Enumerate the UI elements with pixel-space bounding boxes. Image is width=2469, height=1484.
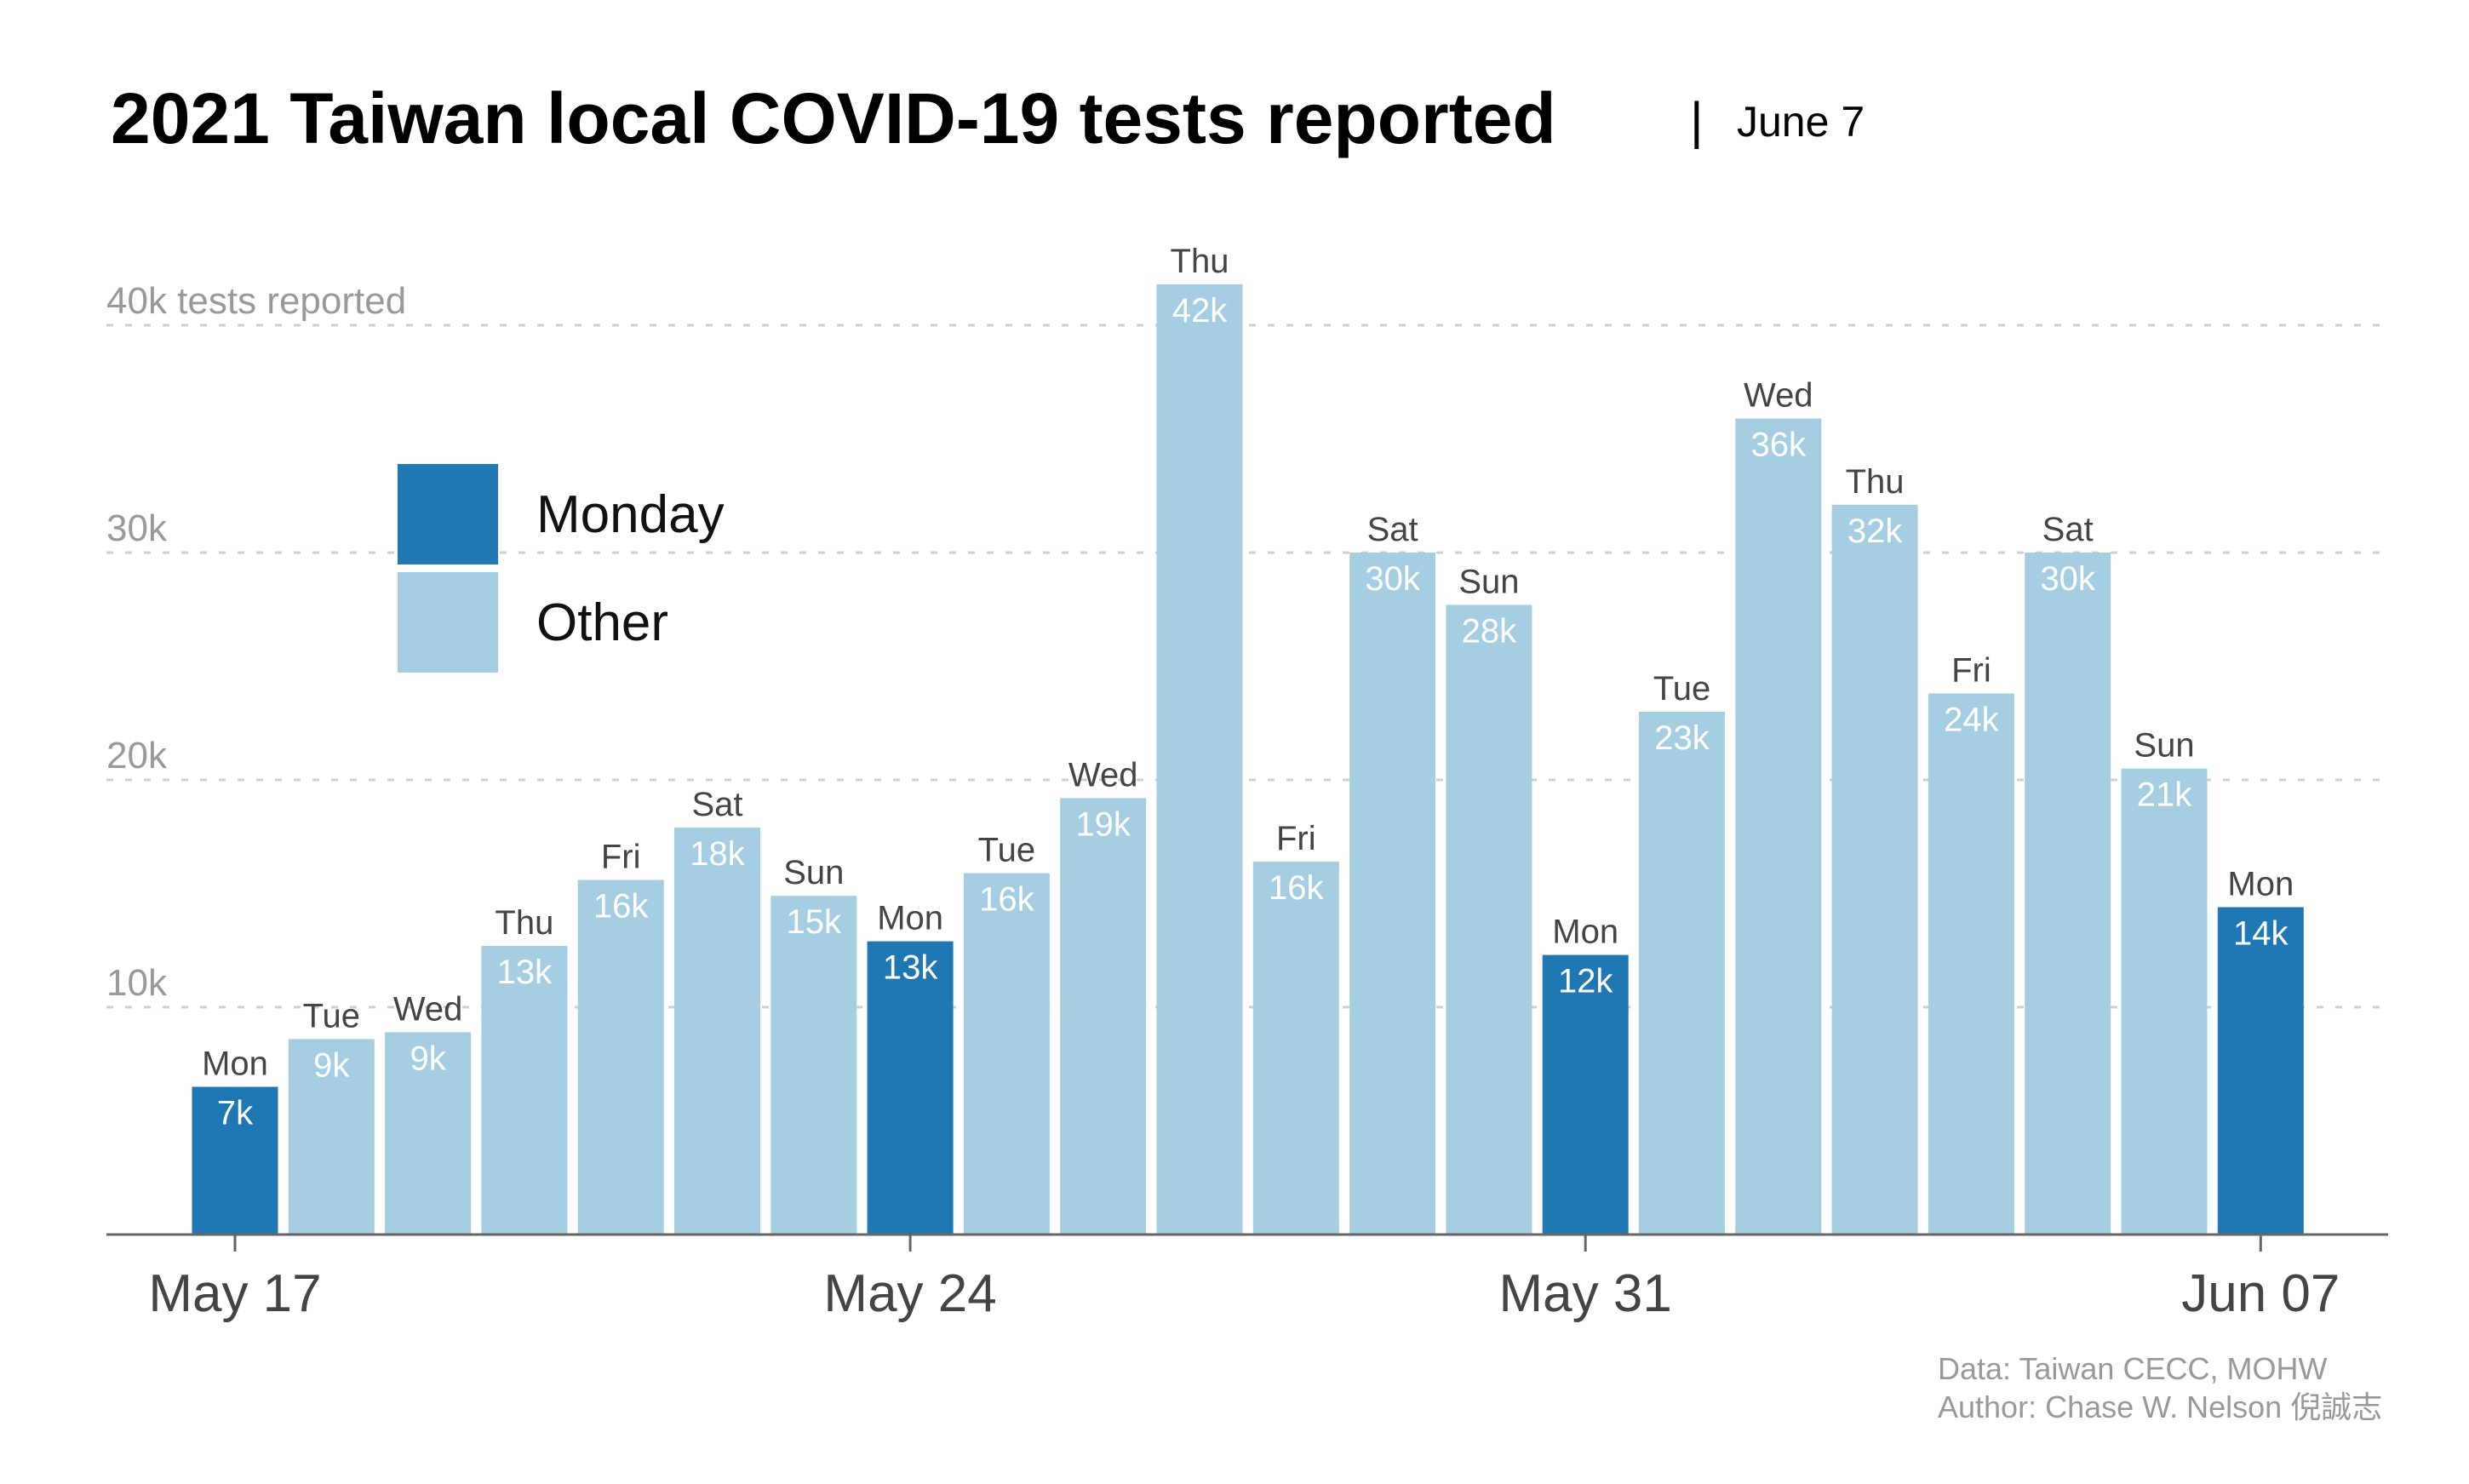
bar	[674, 828, 760, 1235]
bar-day-label: Mon	[1552, 914, 1618, 951]
x-tick-label: May 17	[148, 1264, 321, 1323]
bar	[1446, 604, 1532, 1235]
bar-value-label: 13k	[883, 949, 938, 987]
bar-day-label: Sun	[2134, 727, 2194, 765]
bar-day-label: Wed	[1744, 377, 1813, 415]
bar	[385, 1032, 472, 1235]
bar-value-label: 30k	[2040, 560, 2095, 598]
bar-value-label: 18k	[690, 835, 745, 873]
x-tick-label: May 24	[823, 1264, 996, 1323]
bar	[1542, 954, 1629, 1235]
bar-day-label: Sat	[1367, 511, 1418, 548]
bar	[1349, 553, 1436, 1235]
bar-day-label: Sun	[1458, 563, 1519, 600]
bar-value-label: 30k	[1365, 560, 1420, 598]
bar-value-label: 7k	[217, 1095, 254, 1132]
bar-value-label: 9k	[313, 1046, 350, 1084]
bar	[1831, 504, 1918, 1235]
y-tick-label: 10k	[106, 962, 168, 1004]
bar	[481, 945, 568, 1235]
bar-day-label: Thu	[1846, 463, 1905, 501]
bar	[288, 1039, 375, 1235]
x-axis-ticks: May 17 May 24 May 31 Jun 07	[148, 1235, 2340, 1323]
bar	[770, 896, 857, 1235]
bar	[963, 873, 1050, 1235]
bar-value-label: 14k	[2233, 915, 2289, 953]
x-tick-label: May 31	[1499, 1264, 1672, 1323]
x-tick-label: Jun 07	[2181, 1264, 2340, 1323]
bar-value-label: 16k	[979, 881, 1034, 919]
bar	[1060, 798, 1147, 1235]
y-tick-label: 20k	[106, 735, 168, 776]
bar-value-label: 19k	[1075, 805, 1131, 843]
legend-label-other: Other	[536, 593, 668, 652]
bar-value-label: 21k	[2137, 776, 2192, 814]
bar-day-label: Fri	[1276, 820, 1316, 857]
y-tick-label: 30k	[106, 507, 168, 549]
bar	[1639, 711, 1725, 1235]
bar-value-label: 28k	[1462, 612, 1517, 650]
bar-value-label: 12k	[1558, 963, 1613, 1000]
bar-value-label: 42k	[1172, 292, 1228, 329]
bar-day-label: Mon	[877, 900, 943, 937]
source-text: Data: Taiwan CECC, MOHW	[1938, 1351, 2327, 1386]
bar-day-label: Thu	[1171, 243, 1229, 280]
bar-day-label: Fri	[601, 839, 641, 876]
bar-day-label: Tue	[978, 832, 1035, 869]
legend-swatch-other	[398, 572, 498, 673]
bar	[192, 1086, 278, 1235]
bar-day-label: Sat	[691, 786, 742, 823]
bar-value-label: 9k	[410, 1040, 446, 1077]
bar-value-label: 16k	[1269, 869, 1324, 907]
bars	[192, 284, 2304, 1235]
bar-day-label: Mon	[2227, 866, 2294, 903]
bar-day-label: Wed	[1068, 756, 1138, 794]
bar-value-label: 16k	[593, 888, 649, 925]
legend-swatch-monday	[398, 464, 498, 564]
bar	[1735, 418, 1822, 1235]
bar-value-label: 36k	[1751, 427, 1807, 464]
bar	[2217, 907, 2304, 1235]
bar-day-label: Sun	[783, 854, 844, 891]
bar-day-label: Tue	[303, 997, 360, 1034]
y-tick-label: 40k tests reported	[106, 280, 406, 322]
bar-value-label: 32k	[1847, 513, 1903, 550]
bar	[2025, 553, 2111, 1235]
bar-day-label: Tue	[1653, 670, 1710, 708]
subtitle-separator: |	[1690, 92, 1704, 149]
bar	[1156, 284, 1243, 1235]
bar	[2121, 768, 2208, 1235]
chart-title: 2021 Taiwan local COVID-19 tests reporte…	[111, 78, 1556, 158]
bar	[1252, 862, 1339, 1235]
bar-labels: Mon 7k Mon 13k Mon 12k Mon 14k Tue 9k Wed 9k Thu 13k F…	[202, 243, 2294, 1132]
bar-value-label: 23k	[1654, 719, 1710, 757]
bar-day-label: Fri	[1951, 652, 1991, 690]
bar-value-label: 15k	[787, 903, 842, 941]
bar-value-label: 24k	[1944, 702, 1999, 739]
author-text: Author: Chase W. Nelson 倪誠志	[1938, 1389, 2382, 1424]
legend: Monday Other	[398, 464, 725, 673]
chart-subtitle: June 7	[1737, 98, 1865, 146]
bar	[577, 880, 664, 1235]
bar-day-label: Wed	[393, 990, 463, 1028]
bar-day-label: Sat	[2042, 511, 2094, 548]
bar-day-label: Mon	[202, 1046, 268, 1083]
bar	[1928, 693, 2014, 1235]
bar-value-label: 13k	[497, 954, 553, 991]
legend-label-monday: Monday	[536, 485, 725, 544]
bar-day-label: Thu	[495, 904, 553, 942]
bar	[867, 941, 954, 1235]
